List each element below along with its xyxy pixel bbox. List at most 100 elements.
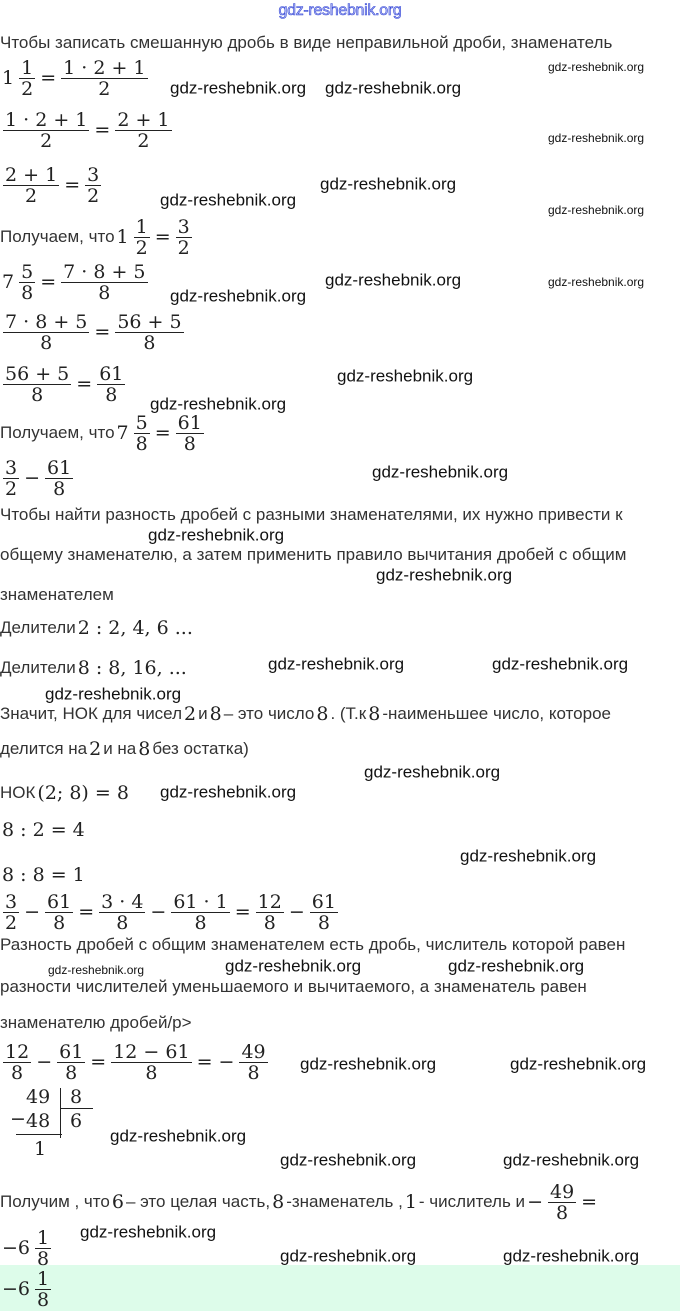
math-expression: 2 (184, 703, 197, 725)
remainder-line (16, 1134, 62, 1135)
numerator: 1 · 2 + 1 (3, 108, 90, 131)
denominator: 8 (98, 281, 111, 304)
denominator: 8 (37, 1288, 50, 1311)
fraction: 61 8 (45, 892, 74, 933)
watermark: gdz-reshebnik.org (492, 654, 629, 674)
math-expression: − (36, 1051, 53, 1073)
math-expression: = (581, 1191, 598, 1213)
math-expression: 2 : 2, 4, 6 ... (77, 617, 193, 639)
math-expression: 8 (368, 703, 381, 725)
watermark: gdz-reshebnik.org (510, 1054, 647, 1074)
watermark: gdz-reshebnik.org (503, 1246, 640, 1266)
text: и (198, 704, 208, 723)
denominator: 8 (143, 331, 156, 354)
content-line: 56 + 5 8 = 61 8 (0, 359, 128, 409)
math-expression: 1 (116, 226, 129, 248)
text: Разность дробей с общим знаменателем ест… (0, 935, 626, 954)
math-expression: 8 (138, 738, 151, 760)
math-expression: −6 (2, 1237, 31, 1259)
subtrahend: 48 (26, 1110, 51, 1132)
content-line: Чтобы найти разность дробей с разными зн… (0, 490, 623, 540)
numerator: 12 (3, 1040, 32, 1063)
math-expression: 6 (111, 1191, 124, 1213)
fraction: 61 8 (45, 458, 74, 500)
watermark: gdz-reshebnik.org (48, 963, 145, 977)
math-expression: − (527, 1191, 543, 1213)
text: – это целая часть, (125, 1192, 271, 1211)
denominator: 8 (65, 1061, 78, 1084)
long-division: − 49 48 8 6 1 (8, 1086, 108, 1166)
numerator: 1 (35, 1226, 52, 1249)
content-line: Получаем, что 7 5 8 = 61 8 (0, 408, 207, 458)
numerator: 3 · 4 (99, 890, 146, 913)
watermark: gdz-reshebnik.org (503, 1150, 640, 1170)
text: Получим , что (0, 1192, 110, 1211)
text: Делители (0, 618, 76, 637)
content-line: НОК (2; 8) = 8 (0, 768, 131, 818)
numerator: 56 + 5 (115, 310, 184, 333)
numerator: 2 + 1 (115, 108, 172, 131)
watermark: gdz-reshebnik.org (160, 190, 297, 210)
divisor: 8 (70, 1086, 83, 1108)
text: Получаем, что (0, 227, 115, 246)
text: делится на (0, 739, 88, 758)
watermark: gdz-reshebnik.org (548, 131, 645, 145)
denominator: 8 (37, 1247, 50, 1270)
math-expression: = (76, 373, 93, 395)
watermark: gdz-reshebnik.org (325, 270, 462, 290)
text: -знаменатель , (286, 1192, 403, 1211)
watermark: gdz-reshebnik.org (80, 1222, 217, 1242)
fraction: 12 − 61 8 (111, 1040, 192, 1083)
denominator: 2 (40, 129, 53, 152)
denominator: 2 (21, 77, 34, 100)
watermark: gdz-reshebnik.org (268, 654, 405, 674)
text: -наименьшее число, которое (382, 704, 611, 723)
numerator: 3 (85, 163, 102, 186)
watermark: gdz-reshebnik.org (376, 565, 513, 585)
numerator: 12 (255, 890, 284, 913)
denominator: 8 (21, 281, 34, 304)
denominator: 8 (247, 1061, 260, 1084)
numerator: 5 (19, 260, 36, 283)
numerator: 12 − 61 (111, 1040, 192, 1063)
denominator: 8 (31, 383, 44, 406)
watermark: gdz-reshebnik.org (280, 1150, 417, 1170)
content-line: −6 1 8 (0, 1223, 54, 1273)
math-expression: − (24, 467, 41, 489)
text: общему знаменателю, а затем применить пр… (0, 545, 627, 564)
watermark: gdz-reshebnik.org (170, 286, 307, 306)
fraction: 61 8 (97, 364, 126, 405)
content-line: делится на 2 и на 8 без остатка) (0, 724, 249, 774)
math-expression: − (288, 901, 305, 923)
denominator: 2 (98, 77, 111, 100)
numerator: 7 · 8 + 5 (61, 260, 148, 283)
watermark: gdz-reshebnik.org (337, 366, 474, 386)
numerator: 1 (133, 215, 150, 238)
watermark: gdz-reshebnik.org (325, 78, 462, 98)
numerator: 61 (175, 411, 204, 434)
content-line: знаменателю дробей/р> (0, 998, 192, 1048)
math-expression: 8 : 8, 16, ... (77, 657, 187, 679)
math-expression: (2; 8) = 8 (37, 782, 129, 804)
content-line: общему знаменателю, а затем применить пр… (0, 530, 627, 580)
dividend: 49 (26, 1086, 51, 1108)
watermark: gdz-reshebnik.org (170, 78, 307, 98)
denominator: 8 (135, 432, 148, 455)
numerator: 7 · 8 + 5 (3, 310, 90, 333)
denominator: 2 (5, 911, 18, 934)
content-line: 2 + 1 2 = 3 2 (0, 160, 104, 210)
watermark: gdz-reshebnik.org (548, 275, 645, 289)
watermark: gdz-reshebnik.org (110, 1126, 247, 1146)
denominator: 8 (53, 477, 66, 500)
math-expression: = (64, 174, 81, 196)
text: Делители (0, 658, 76, 677)
